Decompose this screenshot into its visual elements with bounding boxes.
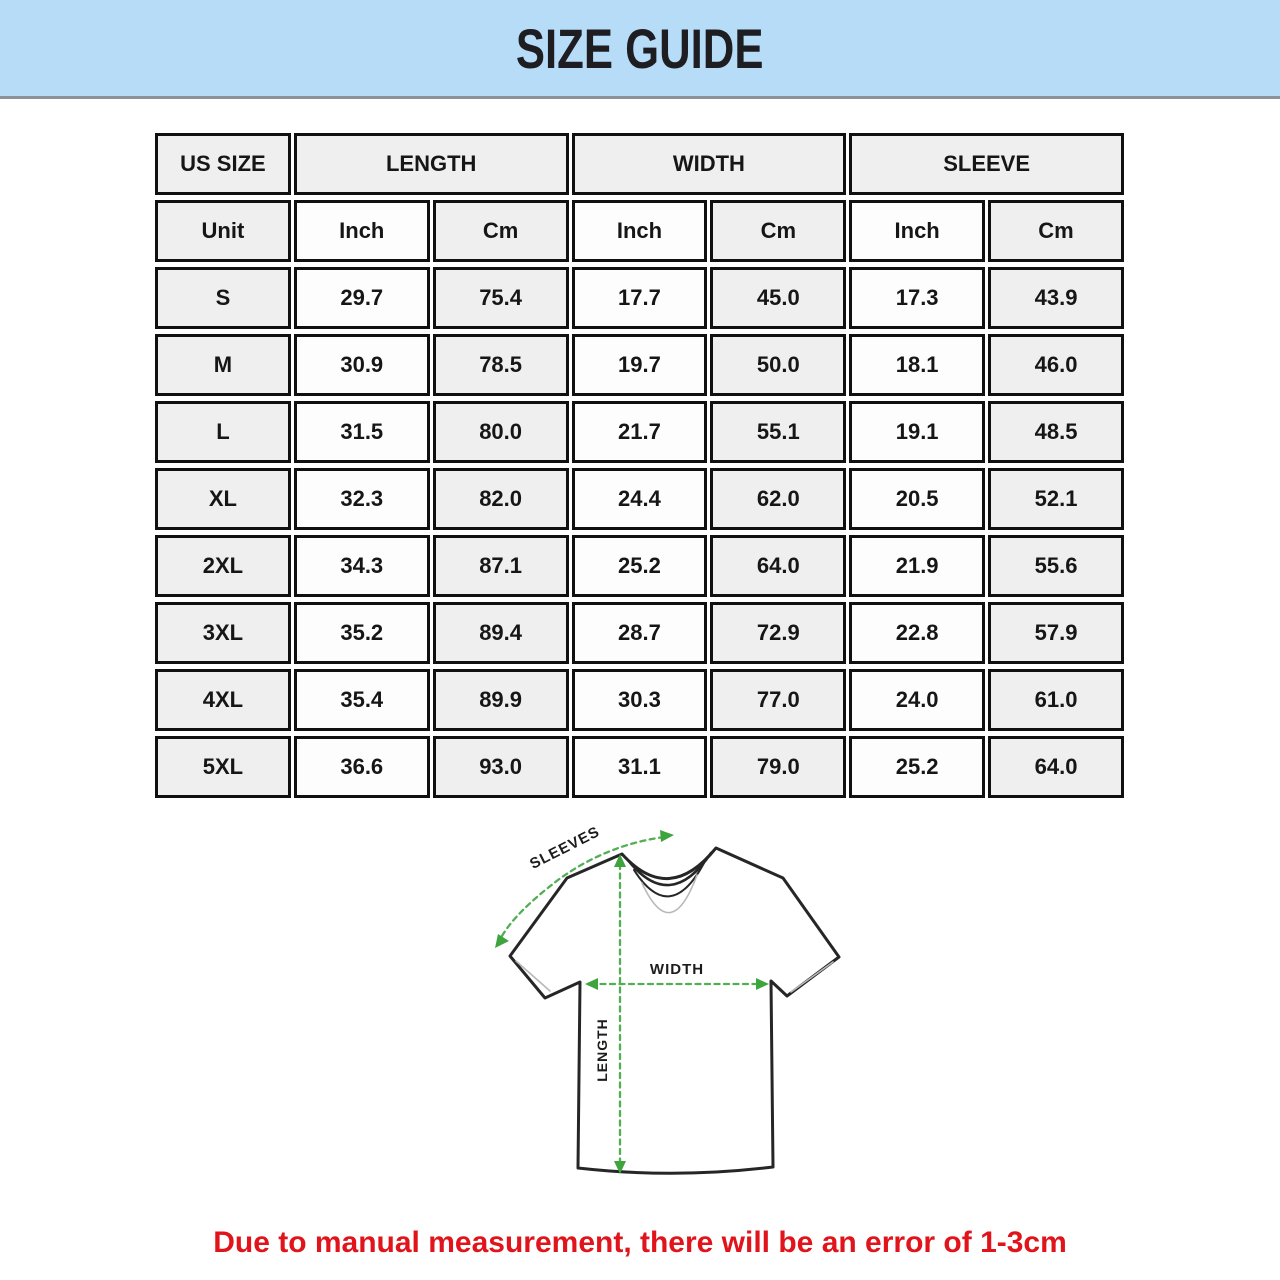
table-row-2xl: 2XL 34.3 87.1 25.2 64.0 21.9 55.6	[155, 535, 1124, 597]
value-cell: 75.4	[432, 267, 569, 329]
value-cell: 35.4	[293, 669, 430, 731]
unit-cell: Cm	[988, 200, 1124, 262]
table-row-l: L 31.5 80.0 21.7 55.1 19.1 48.5	[155, 401, 1124, 463]
width-label: WIDTH	[650, 961, 704, 978]
table-row-s: S 29.7 75.4 17.7 45.0 17.3 43.9	[155, 267, 1124, 329]
value-cell: 31.5	[293, 401, 430, 463]
value-cell: 48.5	[988, 401, 1124, 463]
value-cell: 55.1	[710, 401, 847, 463]
table-row-4xl: 4XL 35.4 89.9 30.3 77.0 24.0 61.0	[155, 669, 1124, 731]
value-cell: 35.2	[293, 602, 430, 664]
unit-cell: Cm	[710, 200, 847, 262]
value-cell: 17.3	[849, 267, 986, 329]
value-cell: 57.9	[988, 602, 1124, 664]
value-cell: 30.9	[293, 334, 430, 396]
sleeves-arrow-downleft-icon	[495, 934, 509, 948]
value-cell: 43.9	[988, 267, 1124, 329]
value-cell: 19.7	[571, 334, 708, 396]
value-cell: 17.7	[571, 267, 708, 329]
size-table: US SIZE LENGTH WIDTH SLEEVE Unit Inch Cm…	[152, 128, 1127, 803]
value-cell: 52.1	[988, 468, 1124, 530]
value-cell: 87.1	[432, 535, 569, 597]
value-cell: 61.0	[988, 669, 1124, 731]
table-row-xl: XL 32.3 82.0 24.4 62.0 20.5 52.1	[155, 468, 1124, 530]
value-cell: 64.0	[988, 736, 1124, 798]
tshirt-outline	[508, 846, 841, 1175]
table-group-header-row: US SIZE LENGTH WIDTH SLEEVE	[155, 133, 1124, 195]
value-cell: 28.7	[571, 602, 708, 664]
unit-cell: Unit	[155, 200, 291, 262]
value-cell: 24.0	[849, 669, 986, 731]
col-header-width: WIDTH	[571, 133, 847, 195]
col-header-length: LENGTH	[293, 133, 569, 195]
unit-cell: Inch	[571, 200, 708, 262]
value-cell: 31.1	[571, 736, 708, 798]
tshirt-measurement-diagram: WIDTH LENGTH SLEEVES	[495, 823, 841, 1175]
length-arrow-up-icon	[614, 854, 626, 867]
value-cell: 21.7	[571, 401, 708, 463]
value-cell: 89.4	[432, 602, 569, 664]
col-header-sleeve: SLEEVE	[849, 133, 1124, 195]
sleeves-arrow	[500, 835, 666, 938]
table-unit-row: Unit Inch Cm Inch Cm Inch Cm	[155, 200, 1124, 262]
table-row-m: M 30.9 78.5 19.7 50.0 18.1 46.0	[155, 334, 1124, 396]
left-cuff-seam-line	[515, 960, 551, 992]
header-banner: SIZE GUIDE	[0, 0, 1280, 99]
value-cell: 36.6	[293, 736, 430, 798]
value-cell: 21.9	[849, 535, 986, 597]
size-table-container: US SIZE LENGTH WIDTH SLEEVE Unit Inch Cm…	[152, 128, 1127, 803]
value-cell: 24.4	[571, 468, 708, 530]
right-cuff-seam-line	[790, 961, 834, 993]
value-cell: 79.0	[710, 736, 847, 798]
width-arrow-right-icon	[756, 978, 769, 990]
value-cell: 46.0	[988, 334, 1124, 396]
size-cell: 5XL	[155, 736, 291, 798]
col-header-us-size: US SIZE	[155, 133, 291, 195]
size-cell: M	[155, 334, 291, 396]
measurement-note: Due to manual measurement, there will be…	[213, 1226, 1067, 1259]
value-cell: 72.9	[710, 602, 847, 664]
size-cell: 4XL	[155, 669, 291, 731]
value-cell: 18.1	[849, 334, 986, 396]
value-cell: 30.3	[571, 669, 708, 731]
size-cell: L	[155, 401, 291, 463]
value-cell: 50.0	[710, 334, 847, 396]
size-cell: XL	[155, 468, 291, 530]
value-cell: 19.1	[849, 401, 986, 463]
value-cell: 20.5	[849, 468, 986, 530]
value-cell: 32.3	[293, 468, 430, 530]
value-cell: 64.0	[710, 535, 847, 597]
unit-cell: Cm	[432, 200, 569, 262]
table-row-3xl: 3XL 35.2 89.4 28.7 72.9 22.8 57.9	[155, 602, 1124, 664]
value-cell: 29.7	[293, 267, 430, 329]
value-cell: 45.0	[710, 267, 847, 329]
unit-cell: Inch	[849, 200, 986, 262]
length-arrow-down-icon	[614, 1161, 626, 1174]
page-title: SIZE GUIDE	[516, 16, 764, 80]
value-cell: 25.2	[571, 535, 708, 597]
size-cell: S	[155, 267, 291, 329]
sleeves-arrow-right-icon	[660, 830, 674, 842]
value-cell: 22.8	[849, 602, 986, 664]
value-cell: 80.0	[432, 401, 569, 463]
value-cell: 93.0	[432, 736, 569, 798]
size-cell: 3XL	[155, 602, 291, 664]
size-cell: 2XL	[155, 535, 291, 597]
table-row-5xl: 5XL 36.6 93.0 31.1 79.0 25.2 64.0	[155, 736, 1124, 798]
value-cell: 34.3	[293, 535, 430, 597]
value-cell: 89.9	[432, 669, 569, 731]
value-cell: 55.6	[988, 535, 1124, 597]
unit-cell: Inch	[293, 200, 430, 262]
value-cell: 82.0	[432, 468, 569, 530]
value-cell: 77.0	[710, 669, 847, 731]
sleeves-label: SLEEVES	[527, 823, 603, 873]
length-label: LENGTH	[594, 1018, 610, 1082]
collar-back-seam-line	[641, 874, 698, 914]
value-cell: 25.2	[849, 736, 986, 798]
value-cell: 62.0	[710, 468, 847, 530]
value-cell: 78.5	[432, 334, 569, 396]
width-arrow-left-icon	[585, 978, 598, 990]
